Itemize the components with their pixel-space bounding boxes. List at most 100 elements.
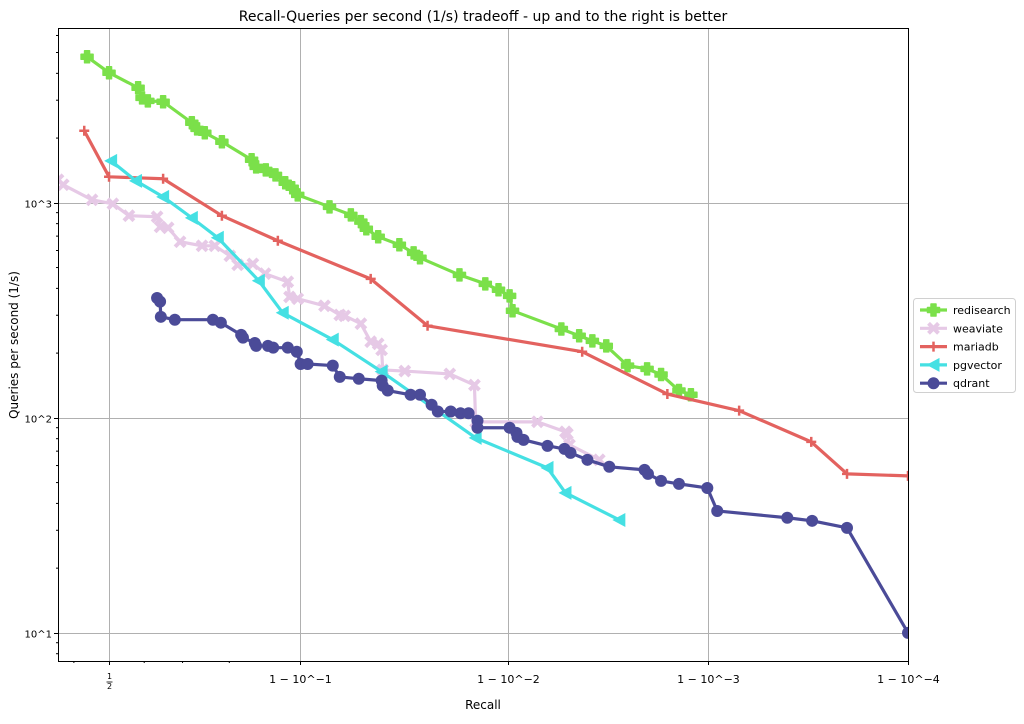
qdrant-point: [840, 521, 853, 534]
mariadb-point: [577, 346, 588, 357]
qdrant-point: [267, 341, 280, 354]
pgvector-point: [558, 485, 572, 500]
qdrant-point: [250, 339, 263, 352]
x-tick-label: 1: [107, 672, 112, 681]
redisearch-point: [654, 367, 668, 382]
ticks: 12 1 − 10^−1 1 − 10^−2 1 − 10^−3 1 − 10^−4 10…: [25, 34, 940, 691]
legend-marker: [926, 357, 940, 372]
weaviate-point: [443, 367, 457, 381]
series-layer: [58, 50, 908, 639]
qdrant-point: [154, 295, 167, 308]
qdrant-point: [564, 446, 577, 459]
redisearch-point: [249, 160, 263, 174]
qdrant-point: [471, 421, 484, 434]
qdrant-point: [333, 370, 346, 383]
redisearch-point: [478, 277, 493, 291]
qdrant-point: [381, 384, 394, 397]
plot-frame: [58, 28, 909, 662]
redisearch-point: [585, 334, 600, 348]
weaviate-point: [281, 275, 295, 289]
mariadb-point: [734, 405, 745, 416]
redisearch-point: [554, 322, 569, 336]
mariadb-point: [104, 171, 115, 182]
qdrant-point: [641, 467, 654, 480]
weaviate-point: [375, 343, 389, 357]
redisearch-point: [198, 126, 212, 140]
weaviate-point: [208, 239, 222, 253]
pgvector-point: [468, 430, 482, 445]
weaviate-point: [560, 427, 574, 441]
weaviate-point: [106, 197, 120, 211]
qdrant-point: [711, 504, 724, 517]
legend-marker: [926, 303, 941, 317]
pgvector-point: [325, 332, 339, 347]
redisearch-point: [505, 303, 520, 318]
x-tick-label: 1 − 10^−2: [477, 673, 540, 686]
mariadb-point: [903, 470, 908, 481]
weaviate-point: [150, 210, 164, 224]
series-mariadb: [79, 125, 908, 481]
qdrant-point: [517, 433, 530, 446]
redisearch-point: [452, 268, 467, 282]
redisearch-point: [599, 339, 614, 353]
redisearch-point: [344, 208, 358, 222]
qdrant-point: [541, 439, 554, 452]
mariadb-point: [806, 436, 817, 447]
weaviate-point: [354, 317, 368, 331]
legend-label: mariadb: [953, 341, 999, 354]
weaviate-point: [58, 178, 70, 192]
qdrant-point: [281, 341, 294, 354]
x-tick-label: 1 − 10^−3: [677, 673, 740, 686]
qdrant-point: [154, 310, 167, 323]
pgvector-point: [275, 305, 289, 320]
series-redisearch: [80, 50, 698, 402]
legend-item-redisearch: redisearch: [920, 303, 1011, 317]
qdrant-point: [290, 345, 303, 358]
legend-label: qdrant: [953, 377, 990, 390]
redisearch-point: [215, 134, 229, 149]
legend-label: weaviate: [953, 322, 1003, 335]
pgvector-point: [374, 364, 388, 379]
legend-marker: [927, 321, 940, 335]
weaviate-point: [173, 235, 187, 249]
redisearch-point: [413, 251, 427, 265]
redisearch-point: [322, 200, 337, 214]
redisearch-point: [141, 94, 155, 108]
weaviate-point: [246, 257, 260, 271]
pgvector-point: [184, 210, 198, 225]
weaviate-point: [468, 378, 481, 392]
qdrant-point: [672, 477, 685, 490]
series-pgvector: [104, 153, 626, 527]
pgvector-point: [540, 460, 554, 475]
mariadb-line: [82, 129, 908, 478]
legend-marker: [928, 341, 939, 352]
weaviate-point: [338, 309, 352, 323]
qdrant-point: [301, 357, 314, 370]
pgvector-point: [104, 153, 118, 168]
mariadb-point: [216, 210, 227, 221]
redisearch-point: [80, 50, 94, 64]
qdrant-point: [352, 372, 365, 385]
pgvector-point: [128, 173, 142, 188]
weaviate-point: [531, 415, 544, 429]
qdrant-point: [431, 405, 444, 418]
x-tick-label-denominator: 2: [107, 682, 112, 691]
redisearch-point: [640, 362, 654, 376]
qdrant-point: [603, 460, 616, 473]
qdrant-point: [581, 453, 594, 466]
legend: redisearch weaviate mariadb pgvector qdrant: [913, 298, 1016, 393]
qdrant-point: [902, 626, 908, 639]
weaviate-point: [398, 364, 412, 378]
legend-item-weaviate: weaviate: [920, 321, 1003, 335]
qdrant-point: [236, 331, 249, 344]
x-tick-label: 1 − 10^−4: [877, 673, 940, 686]
legend-label: pgvector: [953, 359, 1002, 372]
legend-item-mariadb: mariadb: [920, 341, 999, 354]
pgvector-point: [612, 512, 626, 527]
redisearch-point: [156, 94, 170, 109]
chart-title: Recall-Queries per second (1/s) tradeoff…: [239, 9, 728, 25]
weaviate-point: [291, 292, 305, 306]
redisearch-point: [502, 289, 517, 303]
redisearch-point: [290, 188, 305, 202]
